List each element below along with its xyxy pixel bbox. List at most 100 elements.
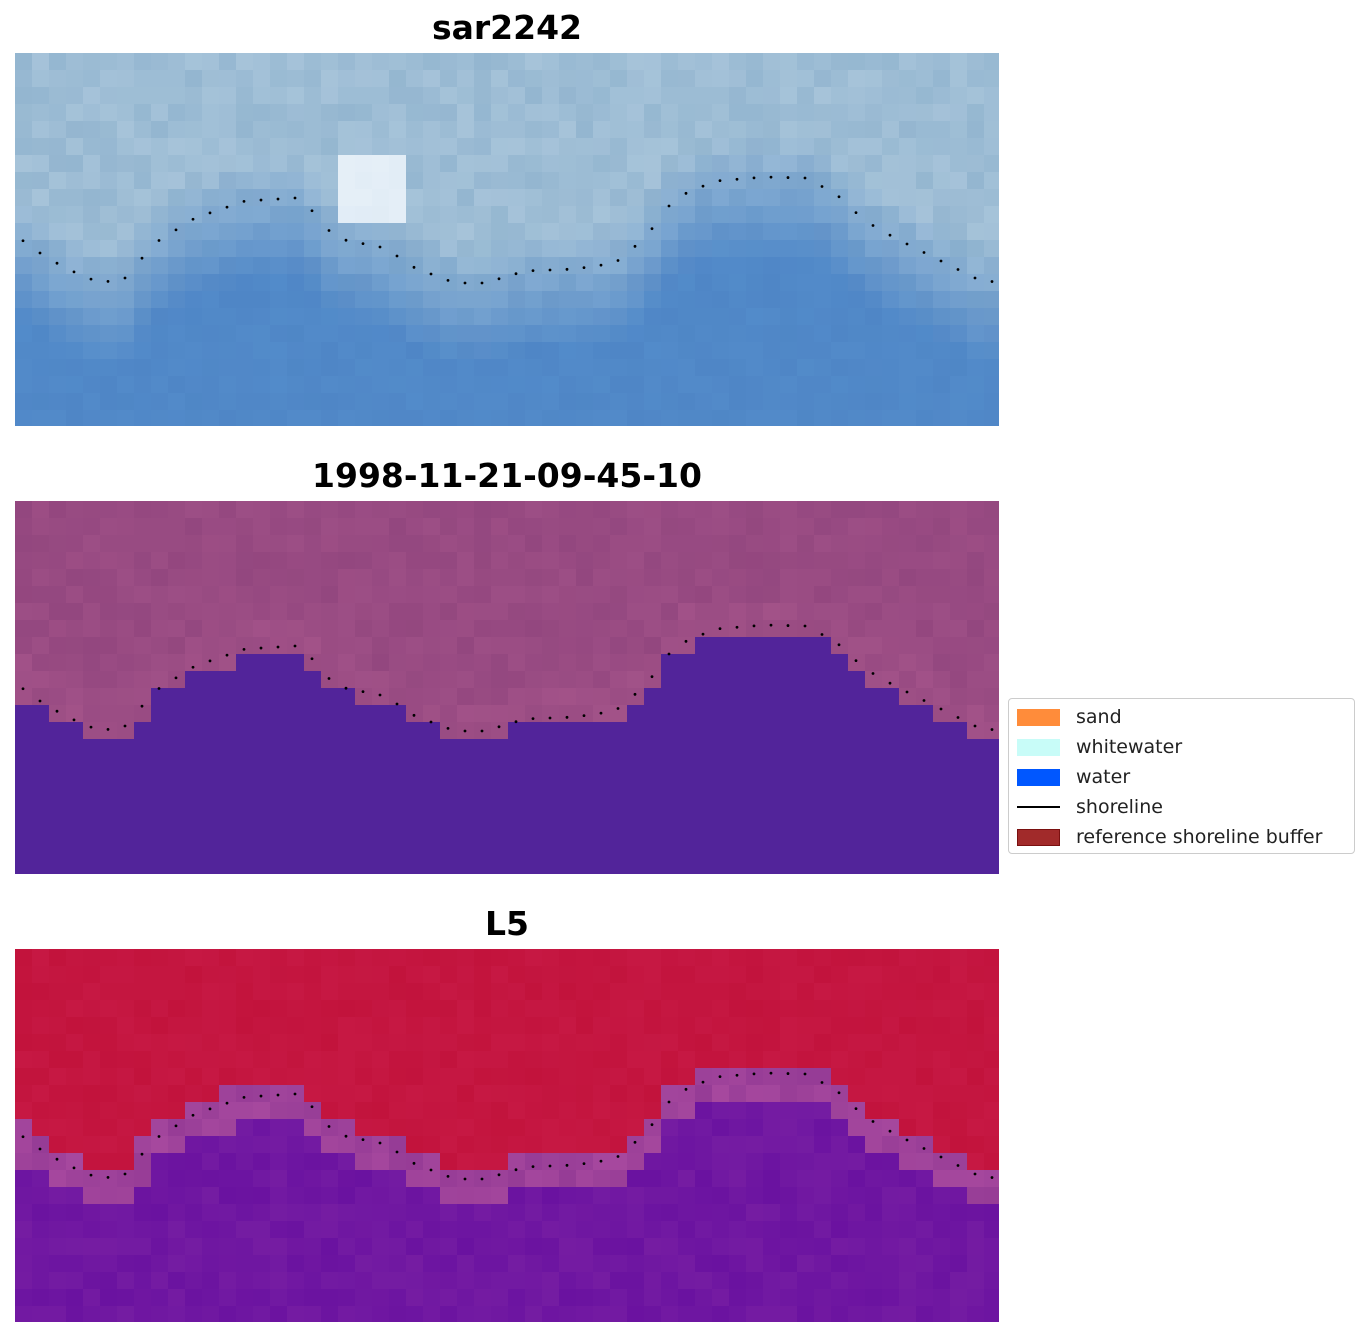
shoreline-point: [463, 1177, 467, 1181]
shoreline-point: [276, 1093, 280, 1097]
shoreline-point: [973, 276, 977, 280]
panel-title-index: L5: [485, 904, 529, 943]
shoreline-point: [191, 665, 195, 669]
shoreline-point: [701, 184, 705, 188]
shoreline-point: [837, 1091, 841, 1095]
shoreline-point: [803, 176, 807, 180]
shoreline-point: [990, 280, 994, 283]
shoreline-point: [616, 1155, 620, 1158]
shoreline-point: [208, 211, 212, 215]
shoreline-point: [293, 1092, 297, 1096]
shoreline-point: [684, 639, 688, 643]
shoreline-point: [38, 699, 42, 703]
shoreline-point: [446, 1174, 450, 1178]
shoreline-point: [344, 1134, 348, 1138]
shoreline-point: [871, 224, 875, 227]
legend-item-reference-buffer: reference shoreline buffer: [1017, 822, 1352, 852]
shoreline-point: [922, 1147, 926, 1150]
shoreline-point: [633, 1140, 637, 1144]
shoreline-point: [225, 1101, 229, 1105]
shoreline-point: [123, 276, 127, 280]
shoreline-point: [89, 277, 93, 281]
legend-item-whitewater: whitewater: [1017, 732, 1352, 762]
shoreline-point: [395, 1150, 399, 1154]
shoreline-point: [973, 1172, 977, 1176]
shoreline-point: [939, 1155, 943, 1159]
shoreline-point: [157, 687, 161, 690]
shoreline-point: [582, 266, 586, 270]
shoreline-point: [735, 177, 739, 181]
shoreline-point: [922, 251, 926, 254]
shoreline-point: [361, 690, 365, 693]
shoreline-point: [565, 715, 569, 719]
shoreline-point: [38, 1147, 42, 1151]
shoreline-point: [327, 677, 331, 680]
shoreline-point: [497, 1173, 501, 1177]
shoreline-point: [769, 1071, 773, 1075]
shoreline-point: [174, 1124, 178, 1128]
shoreline-point: [786, 176, 790, 179]
shoreline-point: [276, 197, 280, 201]
shoreline-point: [820, 633, 824, 636]
shoreline-point: [191, 1113, 195, 1117]
shoreline-point: [463, 729, 467, 733]
shoreline-point: [395, 702, 399, 706]
shoreline-point: [718, 179, 722, 182]
shoreline-point: [225, 205, 229, 209]
shoreline-point: [412, 1161, 416, 1165]
shoreline-point: [990, 728, 994, 731]
shoreline-point: [650, 1123, 654, 1127]
shoreline-point: [905, 242, 909, 246]
shoreline-point: [259, 646, 263, 650]
legend: sand whitewater water shoreline referenc…: [1008, 698, 1355, 854]
classified-image: [15, 501, 999, 874]
shoreline-point: [565, 267, 569, 271]
shoreline-point: [310, 209, 314, 213]
reference-buffer-swatch: [1017, 829, 1060, 846]
shoreline-point: [837, 195, 841, 199]
shoreline-point: [667, 204, 671, 208]
legend-label-water: water: [1076, 766, 1131, 788]
shoreline-point: [718, 1075, 722, 1078]
shoreline-point: [599, 263, 603, 267]
shoreline-point: [276, 645, 280, 649]
shoreline-point: [480, 1177, 484, 1181]
shoreline-point: [293, 644, 297, 648]
rgb-image-panel: [15, 53, 999, 426]
shoreline-point: [990, 1176, 994, 1179]
shoreline-point: [769, 623, 773, 627]
index-image-panel: [15, 949, 999, 1322]
legend-label-reference-buffer: reference shoreline buffer: [1076, 826, 1323, 848]
legend-item-shoreline: shoreline: [1017, 792, 1352, 822]
shoreline-point: [531, 269, 535, 273]
shoreline-point: [973, 724, 977, 728]
shoreline-point: [191, 217, 195, 221]
rgb-image: [15, 53, 999, 426]
shoreline-point: [514, 1168, 518, 1172]
shoreline-point: [157, 239, 161, 242]
shoreline-point: [140, 1152, 144, 1156]
shoreline-point: [752, 176, 756, 180]
shoreline-point: [293, 196, 297, 200]
shoreline-point: [327, 229, 331, 232]
shoreline-point: [208, 659, 212, 663]
legend-item-water: water: [1017, 762, 1352, 792]
shoreline-point: [344, 238, 348, 242]
shoreline-point: [701, 632, 705, 636]
sand-swatch: [1017, 709, 1060, 726]
shoreline-point: [123, 724, 127, 728]
shoreline-point: [667, 652, 671, 656]
shoreline-point: [633, 692, 637, 696]
shoreline-point: [480, 281, 484, 285]
shoreline-point: [225, 653, 229, 657]
index-image: [15, 949, 999, 1322]
shoreline-point: [531, 717, 535, 721]
shoreline-point: [633, 244, 637, 248]
shoreline-point: [650, 675, 654, 679]
shoreline-point: [38, 251, 42, 255]
shoreline-point: [327, 1125, 331, 1128]
shoreline-point: [820, 1081, 824, 1084]
shoreline-point: [72, 718, 76, 722]
shoreline-point: [21, 239, 25, 243]
shoreline-point: [854, 1107, 858, 1110]
